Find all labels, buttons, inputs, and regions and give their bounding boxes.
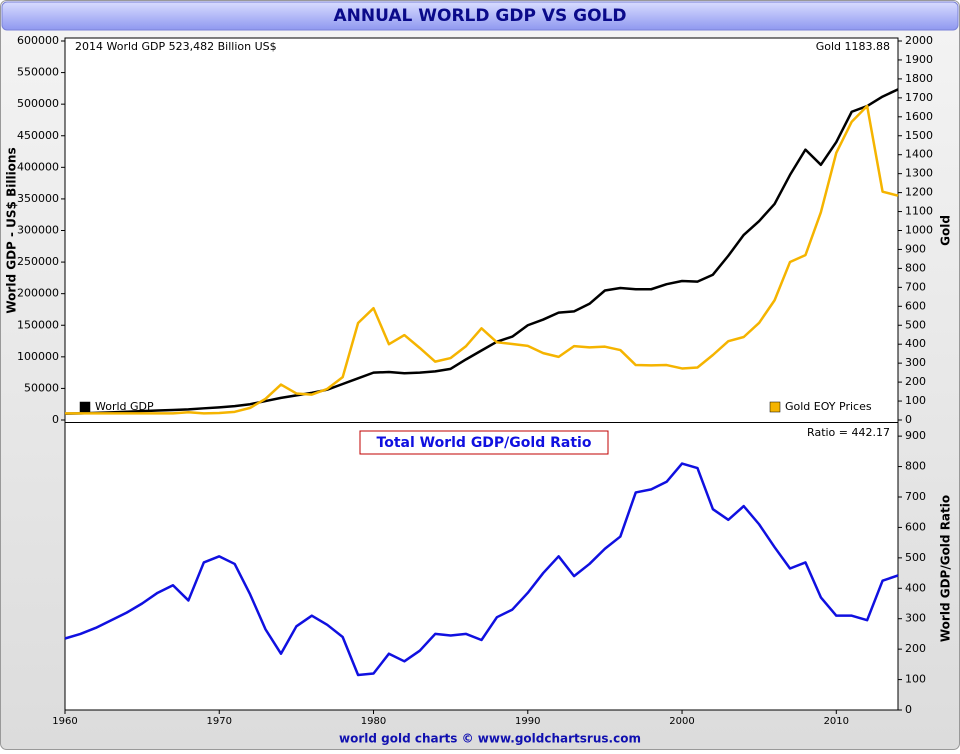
y2-tick-label: 800 (905, 261, 926, 274)
legend-label: Gold EOY Prices (785, 400, 872, 413)
y2-tick-label: 2000 (905, 34, 933, 47)
series-line (65, 104, 899, 415)
y2-tick-label: 1100 (905, 205, 933, 218)
legend-label: World GDP (95, 400, 154, 413)
y-tick-label: 450000 (17, 129, 59, 142)
y-axis-label: World GDP - US$ Billions (5, 147, 19, 313)
series-line (64, 462, 899, 677)
y2-tick-label: 1400 (905, 148, 933, 161)
y-tick-label: 250000 (17, 255, 59, 268)
y2-tick-label: 1000 (905, 224, 933, 237)
legend-swatch (79, 401, 91, 413)
y2-tick-label: 500 (905, 551, 926, 564)
y2-tick-label: 900 (905, 242, 926, 255)
annotation: Ratio = 442.17 (807, 426, 890, 439)
y2-tick-label: 500 (905, 318, 926, 331)
y2-tick-label: 600 (905, 299, 926, 312)
y2-tick-label: 400 (905, 581, 926, 594)
y2-tick-label: 0 (905, 413, 912, 426)
y2-tick-label: 900 (905, 429, 926, 442)
y-tick-label: 550000 (17, 66, 59, 79)
x-tick-label: 1960 (52, 716, 77, 727)
y-tick-label: 500000 (17, 97, 59, 110)
y-tick-label: 350000 (17, 192, 59, 205)
chart-title-box (359, 430, 609, 455)
y2-tick-label: 0 (905, 703, 912, 716)
y2-tick-label: 200 (905, 375, 926, 388)
annotation: 2014 World GDP 523,482 Billion US$ (75, 40, 277, 53)
x-tick-label: 1980 (361, 716, 386, 727)
y2-tick-label: 800 (905, 460, 926, 473)
y2-tick-label: 200 (905, 642, 926, 655)
plot-area (64, 37, 899, 711)
y-tick-label: 50000 (24, 381, 59, 394)
x-tick-label: 2010 (824, 716, 849, 727)
y-tick-label: 300000 (17, 224, 59, 237)
y2-tick-label: 1900 (905, 53, 933, 66)
y2-tick-label: 1200 (905, 186, 933, 199)
y2-axis-label: Gold (939, 215, 953, 246)
y2-tick-label: 100 (905, 673, 926, 686)
y-tick-label: 200000 (17, 287, 59, 300)
y2-tick-label: 700 (905, 280, 926, 293)
x-tick-label: 1970 (207, 716, 232, 727)
y2-tick-label: 1800 (905, 72, 933, 85)
x-tick-label: 1990 (515, 716, 540, 727)
y-tick-label: 400000 (17, 160, 59, 173)
footer: world gold charts © www.goldchartsrus.co… (339, 732, 641, 746)
annotation: Gold 1183.88 (816, 40, 890, 53)
y2-tick-label: 1600 (905, 110, 933, 123)
y2-tick-label: 1700 (905, 91, 933, 104)
legend-swatch (769, 401, 781, 413)
y-tick-label: 150000 (17, 318, 59, 331)
y2-tick-label: 600 (905, 520, 926, 533)
y2-tick-label: 300 (905, 612, 926, 625)
y2-tick-label: 100 (905, 394, 926, 407)
y2-tick-label: 400 (905, 337, 926, 350)
x-tick-label: 2000 (669, 716, 694, 727)
page-title: ANNUAL WORLD GDP VS GOLD (333, 6, 626, 26)
y2-tick-label: 700 (905, 490, 926, 503)
y-tick-label: 600000 (17, 34, 59, 47)
y2-tick-label: 1500 (905, 129, 933, 142)
y2-axis-label: World GDP/Gold Ratio (939, 495, 953, 642)
chart-title: Total World GDP/Gold Ratio (377, 435, 592, 451)
title-bar (1, 1, 959, 31)
y-tick-label: 0 (52, 413, 59, 426)
y2-tick-label: 1300 (905, 167, 933, 180)
series-line (64, 88, 899, 415)
y-tick-label: 100000 (17, 350, 59, 363)
y2-tick-label: 300 (905, 356, 926, 369)
